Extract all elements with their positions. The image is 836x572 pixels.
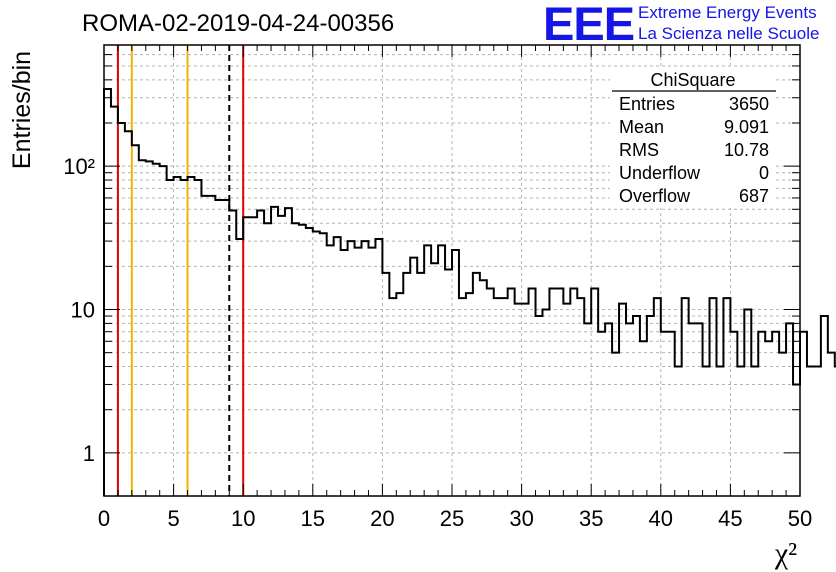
stats-box: ChiSquare Entries 3650 Mean 9.091 RMS 10.78 Un… [610, 67, 776, 208]
eee-logo: EEE [543, 0, 635, 50]
x-tick-label: 10 [231, 506, 255, 531]
stats-value: 9.091 [724, 117, 769, 137]
x-tick-labels: 0 5 10 15 20 25 30 35 40 45 50 [98, 506, 812, 531]
y-tick-labels: 1 10 10² [63, 154, 95, 466]
histogram-series [103, 88, 836, 496]
axis-ticks [103, 44, 801, 496]
stats-rows: Entries 3650 Mean 9.091 RMS 10.78 Underflow 0 Ov… [619, 94, 769, 206]
y-tick-label: 10 [71, 297, 95, 322]
x-tick-label: 50 [788, 506, 812, 531]
logo-caption-line1: Extreme Energy Events [638, 3, 817, 22]
stats-box-title: ChiSquare [650, 70, 735, 90]
stats-label: Underflow [619, 163, 701, 183]
stats-label: Mean [619, 117, 664, 137]
stats-label: Overflow [619, 186, 691, 206]
x-tick-label: 35 [579, 506, 603, 531]
stats-value: 10.78 [724, 140, 769, 160]
logo-caption-line2: La Scienza nelle Scuole [638, 24, 820, 43]
stats-value: 3650 [729, 94, 769, 114]
x-tick-label: 40 [649, 506, 673, 531]
y-tick-label: 1 [83, 441, 95, 466]
x-axis-label: χ² [774, 537, 797, 570]
stats-label: Entries [619, 94, 675, 114]
reference-lines [116, 45, 245, 496]
grid [104, 44, 800, 496]
x-tick-label: 15 [301, 506, 325, 531]
stats-value: 687 [739, 186, 769, 206]
x-tick-label: 25 [440, 506, 464, 531]
y-axis-label: Entries/bin [8, 51, 36, 169]
y-tick-label: 10² [63, 154, 95, 179]
x-tick-label: 0 [98, 506, 110, 531]
x-tick-label: 5 [167, 506, 179, 531]
x-tick-label: 45 [718, 506, 742, 531]
stats-value: 0 [759, 163, 769, 183]
x-tick-label: 30 [509, 506, 533, 531]
chart-title: ROMA-02-2019-04-24-00356 [82, 10, 395, 37]
x-tick-label: 20 [370, 506, 394, 531]
stats-label: RMS [619, 140, 659, 160]
